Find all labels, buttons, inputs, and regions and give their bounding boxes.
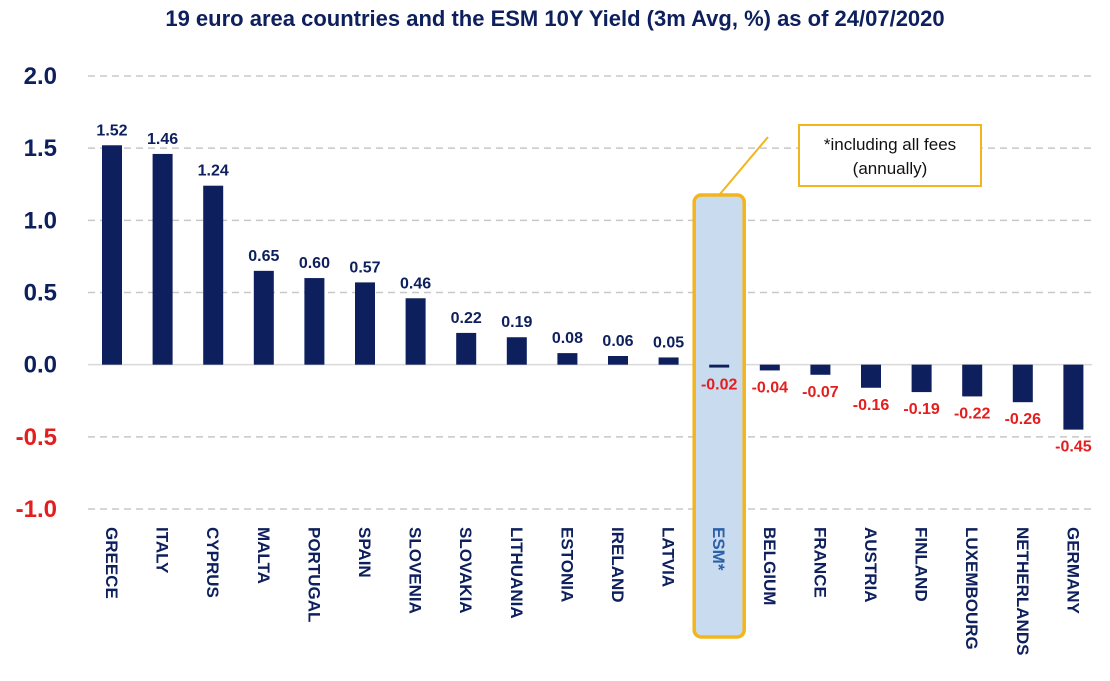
data-label: 0.65 (248, 248, 279, 265)
bar-portugal (304, 278, 325, 365)
data-label: -0.02 (701, 377, 738, 394)
x-label-netherlands: NETHERLANDS (1013, 527, 1032, 655)
bar-belgium (759, 364, 780, 371)
chart-title: 19 euro area countries and the ESM 10Y Y… (165, 6, 945, 31)
bar-estonia (557, 353, 578, 365)
data-label: -0.07 (802, 384, 839, 401)
fee-annotation: *including all fees (annually) (718, 124, 982, 196)
y-tick-label: 2.0 (24, 63, 57, 90)
bar-greece (102, 145, 122, 365)
y-axis-ticks: 2.0 1.5 1.0 0.5 0.0 -0.5 -1.0 (16, 63, 57, 523)
x-label-luxembourg: LUXEMBOURG (962, 527, 981, 650)
data-label: 0.05 (653, 334, 684, 351)
x-label-slovakia: SLOVAKIA (456, 527, 475, 614)
data-label: -0.19 (903, 401, 940, 418)
x-label-portugal: PORTUGAL (304, 527, 323, 622)
data-label: 0.22 (451, 310, 482, 327)
bar-lithuania (506, 337, 527, 365)
x-label-italy: ITALY (153, 527, 172, 574)
data-label: 1.52 (96, 122, 127, 139)
x-label-finland: FINLAND (912, 527, 931, 602)
x-label-ireland: IRELAND (608, 527, 627, 603)
x-label-germany: GERMANY (1063, 527, 1082, 615)
data-label: 0.19 (501, 314, 532, 331)
x-label-esm: ESM* (709, 527, 728, 571)
bar-austria (861, 364, 881, 388)
data-label: -0.45 (1055, 439, 1092, 456)
x-label-cyprus: CYPRUS (203, 527, 222, 598)
x-label-lithuania: LITHUANIA (507, 527, 526, 619)
annotation-text-line1: *including all fees (824, 135, 956, 154)
x-label-latvia: LATVIA (659, 527, 678, 587)
data-label: 1.24 (198, 163, 229, 180)
y-tick-label: 1.0 (24, 207, 57, 234)
bars (102, 145, 1084, 430)
annotation-leader-line (718, 136, 769, 196)
x-label-spain: SPAIN (355, 527, 374, 578)
x-label-estonia: ESTONIA (557, 527, 576, 602)
x-label-austria: AUSTRIA (861, 527, 880, 603)
data-label: -0.16 (853, 397, 890, 414)
esm-highlight-box (692, 193, 746, 639)
bar-latvia (658, 357, 679, 365)
y-tick-label: 0.0 (24, 352, 57, 379)
bar-esm (709, 364, 730, 368)
bar-slovenia (405, 298, 426, 365)
x-axis-labels: GREECE ITALY CYPRUS MALTA PORTUGAL SPAIN SLOVE… (102, 527, 1082, 655)
bar-italy (152, 153, 173, 365)
annotation-box (798, 124, 982, 187)
data-labels: 1.52 1.46 1.24 0.65 0.60 0.57 0.46 0.22 0.19 0.08… (96, 122, 1091, 455)
bar-malta (253, 270, 274, 365)
bar-germany (1063, 364, 1084, 430)
x-label-france: FRANCE (810, 527, 829, 598)
data-label: 0.57 (349, 259, 380, 276)
bar-ireland (608, 356, 628, 365)
data-label: 0.46 (400, 275, 431, 292)
bar-finland (911, 364, 932, 393)
bar-netherlands (1012, 364, 1033, 403)
y-tick-label: 1.5 (24, 135, 57, 162)
data-label: 0.60 (299, 255, 330, 272)
y-tick-label: -1.0 (16, 496, 57, 523)
data-label: 0.06 (602, 333, 633, 350)
annotation-text-line2: (annually) (853, 159, 928, 178)
data-label: -0.22 (954, 405, 991, 422)
bar-france (810, 364, 831, 375)
bar-cyprus (203, 185, 224, 365)
y-tick-label: -0.5 (16, 424, 57, 451)
data-label: 1.46 (147, 131, 178, 148)
data-label: 0.08 (552, 330, 583, 347)
bar-slovakia (456, 332, 477, 365)
data-label: -0.04 (752, 379, 789, 396)
x-label-greece: GREECE (102, 527, 121, 599)
esm-highlight (692, 193, 746, 639)
bar-luxembourg (962, 364, 983, 397)
x-label-malta: MALTA (254, 527, 273, 584)
x-label-slovenia: SLOVENIA (406, 527, 425, 614)
y-tick-label: 0.5 (24, 280, 57, 307)
data-label: -0.26 (1005, 411, 1042, 428)
bar-spain (355, 282, 375, 365)
x-label-belgium: BELGIUM (760, 527, 779, 605)
